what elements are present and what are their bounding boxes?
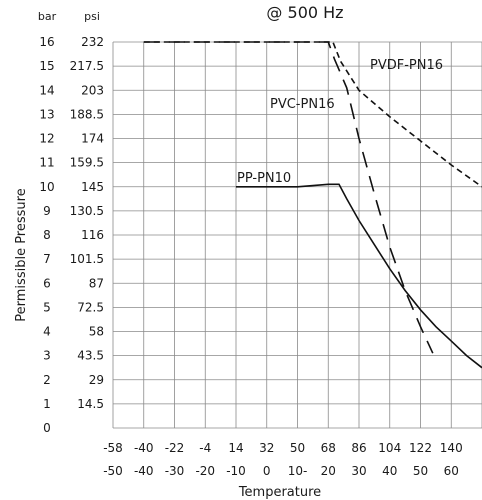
- x-tick-c: -50: [103, 464, 123, 478]
- series-label-pp-pn10: PP-PN10: [237, 171, 291, 186]
- x-tick-c: -10: [226, 464, 246, 478]
- x-tick-c: 50: [413, 464, 428, 478]
- series-label-pvdf-pn16: PVDF-PN16: [370, 58, 443, 73]
- y-tick-psi: 145: [81, 180, 104, 194]
- series-labels: PP-PN10 PVC-PN16 PVDF-PN16: [237, 58, 443, 186]
- y-tick-bar: 0: [43, 421, 51, 435]
- x-tick-c: 20: [321, 464, 336, 478]
- x-tick-f: 32: [259, 441, 274, 455]
- y-tick-bar: 13: [39, 107, 54, 121]
- x-tick-f: -4: [199, 441, 211, 455]
- y-tick-bar: 16: [39, 35, 54, 49]
- x-tick-f: 140: [440, 441, 463, 455]
- x-tick-f: 50: [290, 441, 305, 455]
- x-tick-f: 86: [351, 441, 366, 455]
- x-tick-f: 122: [409, 441, 432, 455]
- y-tick-bar: 14: [39, 83, 54, 97]
- y-tick-psi: 232: [81, 35, 104, 49]
- x-axis-label: Temperature: [238, 485, 321, 500]
- y-tick-psi: 87: [89, 276, 104, 290]
- grid: [112, 41, 482, 429]
- y-tick-bar: 6: [43, 276, 51, 290]
- x-tick-f: 68: [321, 441, 336, 455]
- x-tick-c: 10-: [288, 464, 308, 478]
- y-tick-psi: 14.5: [77, 397, 104, 411]
- y-tick-bar: 8: [43, 228, 51, 242]
- y-tick-bar: 1: [43, 397, 51, 411]
- y-tick-psi: 101.5: [70, 252, 104, 266]
- y-axis-label: Permissible Pressure: [14, 188, 29, 321]
- y-tick-psi: 29: [89, 373, 104, 387]
- psi-unit-header: psi: [84, 10, 100, 23]
- y-tick-psi: 58: [89, 325, 104, 339]
- series-label-pvc-pn16: PVC-PN16: [270, 97, 335, 112]
- x-tick-f: -22: [165, 441, 185, 455]
- y-tick-bar: 7: [43, 252, 51, 266]
- x-tick-c: -40: [134, 464, 154, 478]
- y-tick-psi: 159.5: [70, 156, 104, 170]
- x-tick-c: 0: [263, 464, 271, 478]
- y-tick-bar: 11: [39, 156, 54, 170]
- x-tick-f: -40: [134, 441, 154, 455]
- bar-unit-header: bar: [38, 10, 57, 23]
- y-tick-bar: 12: [39, 132, 54, 146]
- series: [143, 41, 482, 369]
- y-tick-psi: 174: [81, 132, 104, 146]
- x-tick-f: 14: [228, 441, 243, 455]
- chart-title: @ 500 Hz: [266, 3, 343, 22]
- x-tick-f: -58: [103, 441, 123, 455]
- y-tick-psi: 72.5: [77, 300, 104, 314]
- y-tick-bar: 10: [39, 180, 54, 194]
- y-tick-bar: 15: [39, 59, 54, 73]
- x-tick-c: 60: [444, 464, 459, 478]
- series-line-pvc-pn16: [143, 41, 434, 354]
- y-tick-bar: 2: [43, 373, 51, 387]
- x-tick-f: 104: [378, 441, 401, 455]
- y-tick-psi: 217.5: [70, 59, 104, 73]
- tick-labels: 0 1 14.5 2 29 3 43.5 4 58 5 72.5 6 87 7 101.5 8 116 9 130.…: [39, 35, 462, 478]
- x-tick-c: 40: [382, 464, 397, 478]
- y-tick-bar: 3: [43, 349, 51, 363]
- y-tick-bar: 4: [43, 325, 51, 339]
- series-line-pp-pn10: [236, 183, 482, 369]
- series-line-pvdf-pn16: [143, 41, 482, 188]
- y-tick-psi: 116: [81, 228, 104, 242]
- x-tick-c: -20: [195, 464, 215, 478]
- y-tick-psi: 130.5: [70, 204, 104, 218]
- x-tick-c: 30: [351, 464, 366, 478]
- y-tick-bar: 5: [43, 300, 51, 314]
- y-tick-psi: 43.5: [77, 349, 104, 363]
- y-tick-psi: 203: [81, 83, 104, 97]
- x-tick-c: -30: [165, 464, 185, 478]
- y-tick-psi: 188.5: [70, 107, 104, 121]
- y-tick-bar: 9: [43, 204, 51, 218]
